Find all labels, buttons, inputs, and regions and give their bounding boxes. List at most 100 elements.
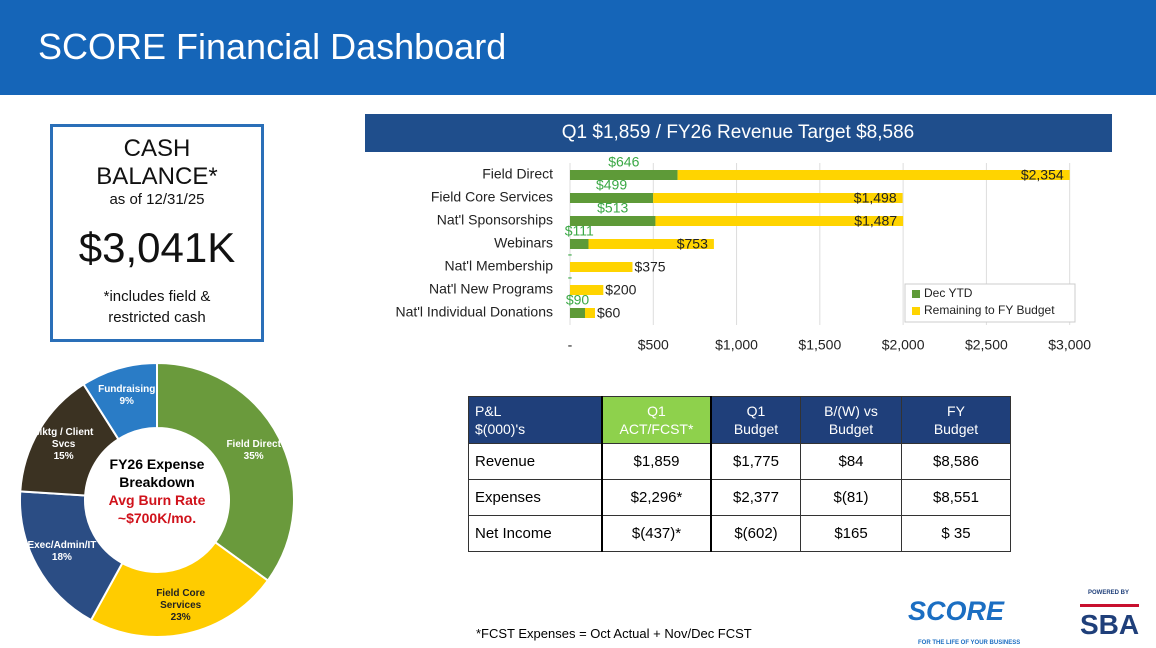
header-cell: B/(W) vs Budget <box>800 396 902 444</box>
bar <box>570 262 633 272</box>
page-title: SCORE Financial Dashboard <box>38 26 507 67</box>
score-tagline: FOR THE LIFE OF YOUR BUSINESS <box>918 640 1021 646</box>
sba-logo: SBA <box>1080 604 1140 641</box>
donut-center: FY26 Expense Breakdown Avg Burn Rate ~$7… <box>97 455 217 527</box>
bar <box>570 308 585 318</box>
donut-category: Field Core Services <box>156 587 206 611</box>
value-label: $1,487 <box>854 213 897 229</box>
table-cell: $1,775 <box>710 443 801 480</box>
table-row: Expenses $2,296* $2,377 $(81) $8,551 <box>468 479 1011 516</box>
header-cell: P&L $(000)'s <box>468 396 603 444</box>
header-cell: Q1 Budget <box>710 396 801 444</box>
donut-label: Exec/Admin/IT 18% <box>27 540 97 564</box>
table-cell: $84 <box>800 443 902 480</box>
x-tick-label: $3,000 <box>1048 337 1091 353</box>
donut-wedge <box>89 540 270 638</box>
table-cell: Revenue <box>468 443 603 480</box>
x-tick-label: $1,500 <box>798 337 841 353</box>
table-row: Net Income $(437)* $(602) $165 $ 35 <box>468 515 1011 552</box>
bar <box>570 193 654 203</box>
x-tick-label: $2,000 <box>882 337 925 353</box>
legend-swatch <box>912 290 920 298</box>
bar <box>584 308 595 318</box>
chart-title: Q1 $1,859 / FY26 Revenue Target $8,586 <box>562 122 914 143</box>
value-label: $513 <box>597 200 628 216</box>
header-cell: Q1 ACT/FCST* <box>601 396 712 444</box>
value-label: $90 <box>566 292 590 308</box>
y-tick-label: Nat'l New Programs <box>429 281 553 297</box>
cash-amount: $3,041K <box>78 224 236 271</box>
bar <box>677 170 1070 180</box>
donut-center-subtitle: Avg Burn Rate ~$700K/mo. <box>108 492 206 526</box>
legend-label: Remaining to FY Budget <box>924 303 1055 317</box>
bar <box>588 239 714 249</box>
donut-category: Mktg / Client Svcs <box>33 426 94 450</box>
donut-wedge <box>156 361 295 582</box>
footnote: *FCST Expenses = Oct Actual + Nov/Dec FC… <box>476 626 752 641</box>
value-label: $200 <box>605 282 636 298</box>
value-label: $646 <box>608 154 639 170</box>
table-row: Revenue $1,859 $1,775 $84 $8,586 <box>468 443 1011 480</box>
value-label: - <box>568 269 573 285</box>
cash-note: *includes field & restricted cash <box>103 288 211 326</box>
donut-label: Fundraising 9% <box>92 384 162 408</box>
value-label: $375 <box>634 259 665 275</box>
score-logo: SCORE <box>908 596 1005 626</box>
y-tick-label: Field Core Services <box>431 189 553 205</box>
x-tick-label: - <box>568 337 573 353</box>
donut-category: Field Direct <box>226 438 281 450</box>
bar <box>570 239 589 249</box>
y-tick-label: Nat'l Sponsorships <box>437 212 553 228</box>
table-cell: $2,377 <box>710 479 801 516</box>
table-cell: $1,859 <box>601 443 712 480</box>
y-tick-label: Field Direct <box>482 166 553 182</box>
donut-label: Mktg / Client Svcs 15% <box>29 427 99 463</box>
donut-value: 18% <box>51 552 72 564</box>
legend-label: Dec YTD <box>924 286 973 300</box>
sba-powered: POWERED BY <box>1088 590 1130 596</box>
legend-swatch <box>912 307 920 315</box>
bar <box>653 193 903 203</box>
table-cell: $2,296* <box>601 479 712 516</box>
x-tick-label: $1,000 <box>715 337 758 353</box>
pl-table: P&L $(000)'s Q1 ACT/FCST* Q1 Budget B/(W) v… <box>468 396 1011 552</box>
table-cell: $(602) <box>710 515 801 552</box>
donut-value: 9% <box>119 395 134 407</box>
donut-center-title: FY26 Expense Breakdown <box>109 456 205 490</box>
table-cell: Expenses <box>468 479 603 516</box>
table-header-row: P&L $(000)'s Q1 ACT/FCST* Q1 Budget B/(W) v… <box>468 396 1011 444</box>
donut-value: 35% <box>243 450 264 462</box>
table-cell: $ 35 <box>901 515 1011 552</box>
table-cell: $8,551 <box>901 479 1011 516</box>
donut-label: Field Core Services 23% <box>146 588 216 624</box>
legend-box <box>904 283 1076 323</box>
value-label: $60 <box>597 305 621 321</box>
x-tick-label: $2,500 <box>965 337 1008 353</box>
y-tick-label: Webinars <box>494 235 553 251</box>
table-cell: $(81) <box>800 479 902 516</box>
cash-title: CASH BALANCE* <box>96 135 218 190</box>
table-cell: $165 <box>800 515 902 552</box>
cash-box: CASH BALANCE* as of 12/31/25 $3,041K *in… <box>50 124 264 342</box>
value-label: $2,354 <box>1021 167 1064 183</box>
table-cell: Net Income <box>468 515 603 552</box>
donut-category: Exec/Admin/IT <box>27 540 97 552</box>
x-tick-label: $500 <box>638 337 669 353</box>
value-label: $753 <box>677 236 708 252</box>
value-label: $111 <box>565 223 594 239</box>
bar <box>570 285 604 295</box>
cash-date: as of 12/31/25 <box>109 191 205 208</box>
bar <box>570 170 678 180</box>
value-label: $1,498 <box>854 190 897 206</box>
y-tick-label: Nat'l Membership <box>445 258 554 274</box>
chart-title-bar <box>365 114 1112 152</box>
value-label: - <box>568 246 573 262</box>
bar <box>570 216 656 226</box>
value-label: $499 <box>596 177 627 193</box>
bar <box>655 216 904 226</box>
donut-label: Field Direct 35% <box>219 439 289 463</box>
donut-value: 15% <box>53 450 74 462</box>
header: SCORE Financial Dashboard <box>0 0 1156 95</box>
